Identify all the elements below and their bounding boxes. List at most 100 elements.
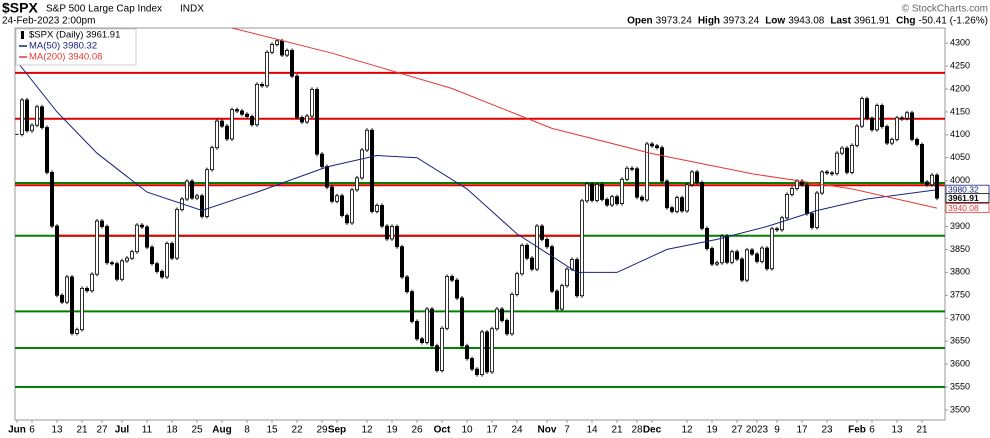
candle: [680, 197, 685, 212]
candle: [730, 251, 735, 263]
candle: [404, 276, 409, 293]
y-tick-label: 4250: [950, 60, 970, 70]
candle: [650, 143, 655, 147]
candle: [700, 182, 705, 229]
x-tick-label: 18: [166, 425, 178, 436]
candle: [120, 260, 125, 280]
x-tick-label: 12: [681, 425, 693, 436]
candle: [344, 215, 349, 224]
x-tick-label: Sep: [328, 425, 346, 436]
candle: [439, 327, 444, 371]
candle: [364, 129, 369, 151]
candle: [115, 263, 120, 280]
candle: [750, 249, 755, 255]
x-tick-label: 17: [796, 425, 808, 436]
candle: [65, 276, 70, 303]
candle: [494, 308, 499, 330]
x-tick-label: 13: [891, 425, 903, 436]
candle: [865, 98, 870, 119]
candle: [389, 226, 394, 240]
quote-value: 3973.24: [656, 16, 693, 27]
candle: [299, 117, 304, 123]
x-tick-label: 22: [291, 425, 303, 436]
quote-value: 3943.08: [788, 16, 825, 27]
candle: [90, 273, 95, 292]
y-tick-label: 4100: [950, 129, 970, 139]
candle: [760, 247, 765, 262]
quote-label: Open: [627, 16, 653, 27]
candle: [820, 171, 825, 194]
candle: [595, 183, 600, 201]
quote-value: -50.41 (-1.26%): [919, 16, 988, 27]
candle: [379, 205, 384, 227]
exchange: INDX: [180, 4, 204, 15]
candle: [515, 273, 520, 295]
x-tick-label: 17: [486, 425, 498, 436]
candle: [50, 172, 55, 227]
candle: [705, 227, 710, 249]
candle: [489, 328, 494, 373]
candle: [710, 248, 715, 265]
candle: [775, 228, 780, 231]
x-tick-label: 29: [316, 425, 328, 436]
x-tick-label: 6: [29, 425, 35, 436]
y-tick-label: 3550: [950, 381, 970, 391]
candle: [199, 195, 204, 217]
candle: [434, 345, 439, 371]
candle: [875, 105, 880, 131]
quote-label: High: [698, 16, 720, 27]
candle: [770, 228, 775, 270]
candle: [530, 257, 535, 270]
candle: [449, 276, 454, 281]
candle: [830, 172, 835, 175]
x-tick-label: 14: [586, 425, 598, 436]
candle: [675, 197, 680, 212]
candle: [920, 144, 925, 183]
candle: [234, 109, 239, 112]
candle: [409, 291, 414, 322]
y-tick-label: 3750: [950, 290, 970, 300]
candle: [334, 195, 339, 202]
candle: [695, 171, 700, 183]
y-tick-label: 3900: [950, 221, 970, 231]
candle: [105, 226, 110, 264]
candle: [780, 217, 785, 231]
candle: [314, 89, 319, 155]
candle: [149, 246, 154, 265]
candle: [279, 40, 284, 56]
candle: [329, 186, 334, 202]
x-tick-label: 25: [191, 425, 203, 436]
credit: © StockCharts.com: [902, 4, 988, 15]
candle: [184, 180, 189, 200]
candle: [570, 259, 575, 270]
end-label: 3980.32: [948, 184, 979, 194]
x-tick-label: Jun: [8, 425, 26, 436]
candle: [55, 225, 60, 296]
candle: [545, 238, 550, 248]
candle: [110, 262, 115, 265]
candle: [670, 207, 675, 212]
candle: [394, 226, 399, 248]
candle: [735, 251, 740, 260]
candle: [715, 262, 720, 265]
candle: [655, 145, 660, 149]
candle: [75, 329, 80, 334]
candle: [560, 285, 565, 310]
candle: [454, 279, 459, 299]
candle: [414, 321, 419, 340]
candle: [424, 308, 429, 343]
candle: [100, 220, 105, 227]
candle: [635, 168, 640, 198]
legend-label: MA(50) 3980.32: [29, 41, 97, 52]
candle: [29, 124, 34, 132]
candle: [685, 184, 690, 212]
x-tick-label: 8: [244, 425, 250, 436]
candle: [790, 188, 795, 195]
quote-label: Last: [830, 16, 851, 27]
candle: [625, 167, 630, 180]
candle: [349, 189, 354, 224]
candle: [125, 257, 130, 262]
quote-value: 3961.91: [854, 16, 891, 27]
candle: [765, 247, 770, 270]
candle: [825, 171, 830, 174]
